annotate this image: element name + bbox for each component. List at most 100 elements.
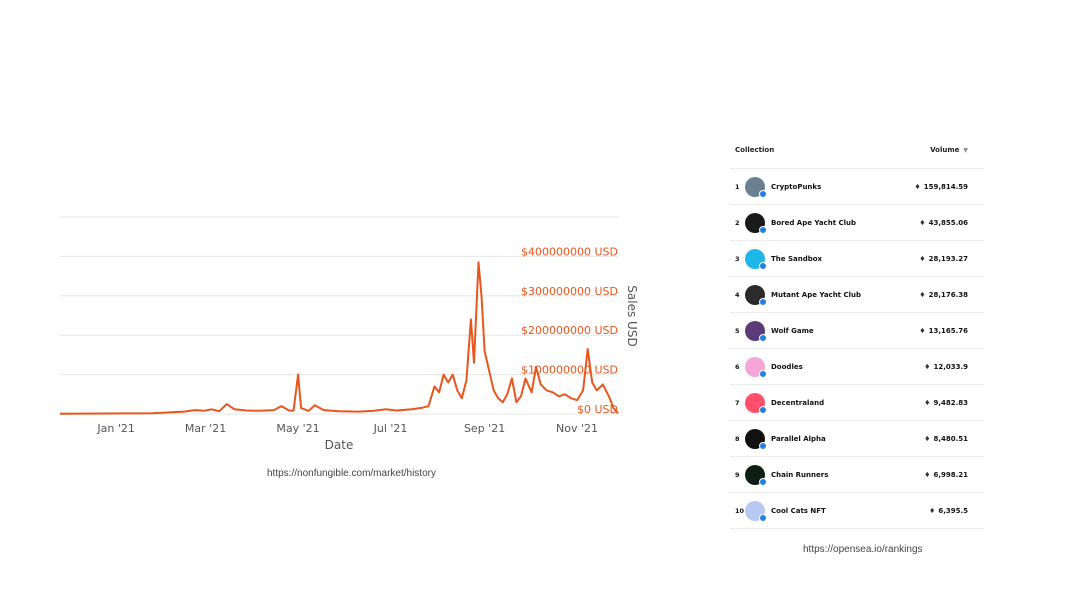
verified-badge-icon (759, 297, 767, 306)
y-tick-label: $300000000 USD (521, 285, 618, 298)
collection-name[interactable]: Decentraland (771, 398, 825, 407)
collection-name[interactable]: Chain Runners (771, 470, 829, 479)
volume-value: 13,165.76 (928, 326, 968, 335)
table-row[interactable]: 4 Mutant Ape Yacht Club ♦ 28,176.38 (730, 277, 984, 313)
collection-avatar (745, 428, 767, 450)
table-row[interactable]: 9 Chain Runners ♦ 6,998.21 (730, 457, 984, 493)
sales-chart: $0 USD $100000000 USD $200000000 USD $30000… (59, 216, 639, 452)
collection-avatar (745, 284, 767, 306)
rank-number: 4 (735, 290, 740, 299)
x-tick-label: May '21 (276, 422, 319, 435)
collection-volume: ♦ 8,480.51 (924, 435, 968, 443)
eth-icon: ♦ (924, 362, 931, 371)
collection-name[interactable]: The Sandbox (771, 254, 823, 263)
x-tick-labels: Jan '21 Mar '21 May '21 Jul '21 Sep '21 Nov '… (96, 422, 598, 435)
eth-icon: ♦ (919, 290, 926, 299)
collection-name[interactable]: Wolf Game (771, 326, 814, 335)
volume-value: 43,855.06 (928, 218, 968, 227)
collection-avatar (745, 212, 767, 234)
eth-icon: ♦ (924, 470, 931, 479)
rank-number: 6 (735, 362, 740, 371)
eth-icon: ♦ (929, 506, 936, 515)
x-tick-label: Nov '21 (556, 422, 598, 435)
eth-icon: ♦ (924, 398, 931, 407)
rankings-rows: 1 CryptoPunks ♦ 159,814.59 2 Bored Ape Yacht … (730, 169, 984, 529)
header-volume[interactable]: Volume ▼ (930, 146, 968, 154)
collection-name[interactable]: Cool Cats NFT (771, 506, 826, 515)
volume-value: 9,482.83 (933, 398, 968, 407)
verified-badge-icon (759, 333, 767, 342)
collection-name[interactable]: Doodles (771, 362, 803, 371)
collection-avatar (745, 248, 767, 270)
x-tick-label: Mar '21 (185, 422, 226, 435)
collection-volume: ♦ 43,855.06 (919, 219, 968, 227)
collection-volume: ♦ 12,033.9 (924, 363, 968, 371)
y-tick-label: $200000000 USD (521, 324, 618, 337)
table-row[interactable]: 1 CryptoPunks ♦ 159,814.59 (730, 169, 984, 205)
collection-name[interactable]: Mutant Ape Yacht Club (771, 290, 861, 299)
collection-avatar (745, 320, 767, 342)
collection-volume: ♦ 28,176.38 (919, 291, 968, 299)
verified-badge-icon (759, 189, 767, 198)
grid-lines (60, 216, 618, 415)
verified-badge-icon (759, 261, 767, 270)
table-row[interactable]: 3 The Sandbox ♦ 28,193.27 (730, 241, 984, 277)
verified-badge-icon (759, 369, 767, 378)
collection-name[interactable]: Parallel Alpha (771, 434, 826, 443)
eth-icon: ♦ (919, 218, 926, 227)
eth-icon: ♦ (919, 254, 926, 263)
collection-volume: ♦ 6,998.21 (924, 471, 968, 479)
table-source-link[interactable]: https://opensea.io/rankings (803, 544, 923, 555)
eth-icon: ♦ (914, 182, 921, 191)
y-tick-labels: $0 USD $100000000 USD $200000000 USD $30000… (521, 245, 618, 416)
collection-avatar (745, 500, 767, 522)
volume-value: 159,814.59 (923, 182, 968, 191)
verified-badge-icon (759, 513, 767, 522)
collection-avatar (745, 392, 767, 414)
y-tick-label: $100000000 USD (521, 364, 618, 377)
sort-down-icon: ▼ (963, 146, 968, 154)
volume-value: 6,998.21 (933, 470, 968, 479)
header-volume-label: Volume (930, 146, 960, 154)
verified-badge-icon (759, 225, 767, 234)
collection-volume: ♦ 13,165.76 (919, 327, 968, 335)
table-row[interactable]: 8 Parallel Alpha ♦ 8,480.51 (730, 421, 984, 457)
verified-badge-icon (759, 477, 767, 486)
collection-avatar (745, 464, 767, 486)
table-row[interactable]: 7 Decentraland ♦ 9,482.83 (730, 385, 984, 421)
table-row[interactable]: 2 Bored Ape Yacht Club ♦ 43,855.06 (730, 205, 984, 241)
x-tick-label: Jul '21 (373, 422, 408, 435)
rankings-table: Collection Volume ▼ 1 CryptoPunks ♦ 159,814… (730, 132, 984, 529)
table-row[interactable]: 5 Wolf Game ♦ 13,165.76 (730, 313, 984, 349)
sales-line-chart: $0 USD $100000000 USD $200000000 USD $30000… (59, 216, 639, 452)
series-line-0 (59, 261, 619, 415)
collection-volume: ♦ 159,814.59 (914, 183, 968, 191)
collection-name[interactable]: Bored Ape Yacht Club (771, 218, 857, 227)
eth-icon: ♦ (919, 326, 926, 335)
rank-number: 10 (735, 506, 745, 515)
collection-volume: ♦ 6,395.5 (929, 507, 968, 515)
eth-icon: ♦ (924, 434, 931, 443)
volume-value: 8,480.51 (933, 434, 968, 443)
y-tick-label: $0 USD (577, 403, 618, 416)
volume-value: 12,033.9 (933, 362, 968, 371)
rank-number: 2 (735, 218, 740, 227)
rank-number: 7 (735, 398, 740, 407)
verified-badge-icon (759, 405, 767, 414)
x-axis-title: Date (325, 438, 354, 452)
volume-value: 6,395.5 (938, 506, 968, 515)
header-collection[interactable]: Collection (735, 146, 775, 154)
rank-number: 5 (735, 326, 740, 335)
collection-avatar (745, 356, 767, 378)
chart-source-link[interactable]: https://nonfungible.com/market/history (267, 468, 436, 479)
table-row[interactable]: 6 Doodles ♦ 12,033.9 (730, 349, 984, 385)
table-row[interactable]: 10 Cool Cats NFT ♦ 6,395.5 (730, 493, 984, 529)
volume-value: 28,193.27 (928, 254, 968, 263)
collection-name[interactable]: CryptoPunks (771, 182, 822, 191)
rank-number: 1 (735, 182, 740, 191)
collection-avatar (745, 176, 767, 198)
x-tick-label: Jan '21 (96, 422, 134, 435)
collection-volume: ♦ 9,482.83 (924, 399, 968, 407)
collection-volume: ♦ 28,193.27 (919, 255, 968, 263)
series-layer (59, 261, 619, 415)
